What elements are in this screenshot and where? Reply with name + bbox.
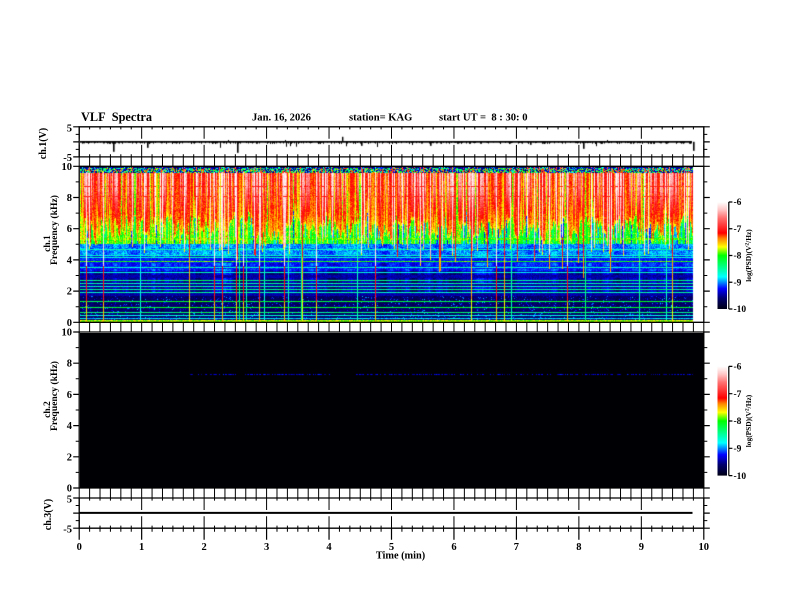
svg-text:-8: -8 bbox=[734, 252, 742, 262]
svg-text:8: 8 bbox=[576, 542, 581, 553]
svg-text:-9: -9 bbox=[734, 445, 742, 455]
svg-text:5: 5 bbox=[389, 542, 394, 553]
svg-text:8: 8 bbox=[67, 193, 72, 204]
svg-text:0: 0 bbox=[67, 318, 72, 329]
svg-text:-10: -10 bbox=[734, 305, 747, 315]
svg-text:3: 3 bbox=[264, 542, 269, 553]
svg-text:0: 0 bbox=[67, 484, 72, 495]
svg-text:-5: -5 bbox=[63, 525, 72, 536]
svg-text:1: 1 bbox=[139, 542, 144, 553]
svg-text:Time (min): Time (min) bbox=[376, 550, 425, 561]
svg-text:6: 6 bbox=[67, 224, 72, 235]
svg-text:6: 6 bbox=[67, 390, 72, 401]
svg-text:station= KAG: station= KAG bbox=[349, 113, 412, 124]
svg-text:5: 5 bbox=[67, 124, 72, 135]
svg-text:log(PSD)(V2/Hz): log(PSD)(V2/Hz) bbox=[744, 394, 753, 447]
svg-text:-5: -5 bbox=[63, 153, 72, 164]
svg-text:10: 10 bbox=[62, 162, 73, 173]
svg-text:Frequency (kHz): Frequency (kHz) bbox=[49, 361, 60, 431]
svg-text:-7: -7 bbox=[734, 390, 742, 400]
svg-text:-9: -9 bbox=[734, 278, 742, 288]
svg-text:Frequency (kHz): Frequency (kHz) bbox=[49, 195, 60, 265]
svg-text:Jan. 16, 2026: Jan. 16, 2026 bbox=[252, 113, 311, 124]
svg-text:start UT = 8 : 30: 0: start UT = 8 : 30: 0 bbox=[439, 113, 528, 124]
svg-text:VLF Spectra: VLF Spectra bbox=[81, 110, 152, 124]
svg-text:4: 4 bbox=[67, 255, 73, 266]
svg-text:log(PSD)(V2/Hz): log(PSD)(V2/Hz) bbox=[744, 229, 753, 282]
svg-text:-10: -10 bbox=[734, 472, 747, 482]
svg-text:2: 2 bbox=[67, 452, 72, 463]
svg-text:ch.1(V): ch.1(V) bbox=[38, 128, 49, 159]
svg-text:8: 8 bbox=[67, 359, 72, 370]
svg-text:9: 9 bbox=[639, 542, 644, 553]
svg-text:6: 6 bbox=[451, 542, 456, 553]
svg-text:-6: -6 bbox=[734, 363, 742, 373]
svg-text:5: 5 bbox=[67, 495, 72, 506]
svg-text:10: 10 bbox=[699, 542, 710, 553]
svg-text:2: 2 bbox=[201, 542, 206, 553]
svg-text:ch.1: ch.1 bbox=[43, 235, 53, 252]
svg-text:4: 4 bbox=[67, 421, 73, 432]
svg-text:4: 4 bbox=[326, 542, 332, 553]
svg-text:10: 10 bbox=[62, 328, 73, 339]
svg-text:0: 0 bbox=[77, 542, 82, 553]
svg-text:ch.2: ch.2 bbox=[43, 401, 53, 418]
svg-text:-6: -6 bbox=[734, 198, 742, 208]
svg-text:-8: -8 bbox=[734, 417, 742, 427]
svg-text:7: 7 bbox=[514, 542, 519, 553]
svg-text:2: 2 bbox=[67, 287, 72, 298]
svg-text:ch.3(V): ch.3(V) bbox=[43, 499, 54, 530]
svg-text:-7: -7 bbox=[734, 225, 742, 235]
